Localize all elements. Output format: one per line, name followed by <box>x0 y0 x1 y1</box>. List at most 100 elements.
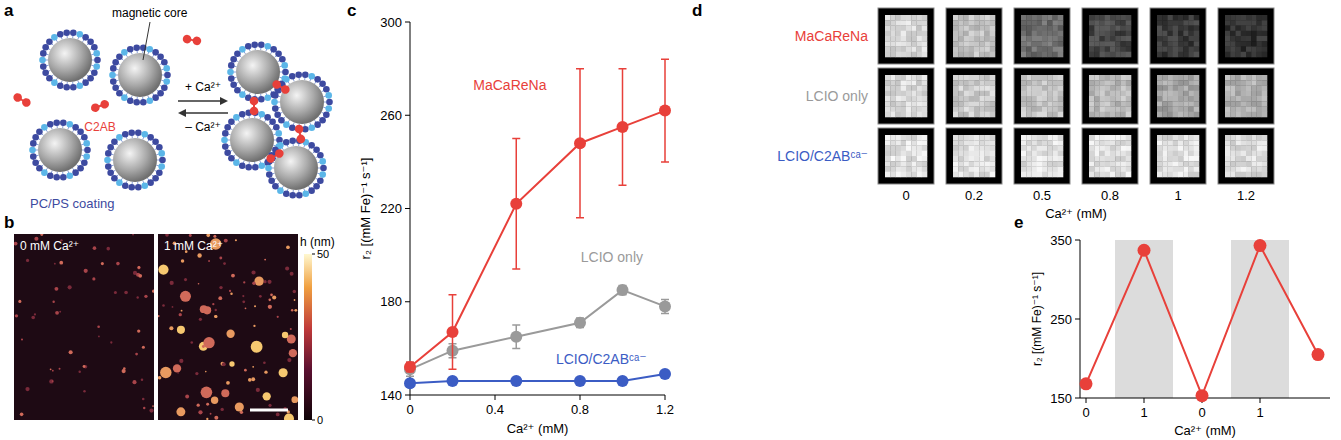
mri-pixel <box>1236 135 1242 141</box>
mri-pixel <box>1183 91 1189 97</box>
mri-pixel <box>953 31 959 37</box>
mri-pixel <box>1094 52 1100 58</box>
mri-pixel <box>990 26 996 32</box>
mri-pixel <box>969 172 975 178</box>
mri-pixel <box>1037 112 1043 118</box>
lipid-head <box>122 131 129 138</box>
lipid-head <box>308 142 315 149</box>
mri-pixel <box>1026 161 1032 167</box>
lipid-head <box>32 159 39 166</box>
mri-pixel <box>1094 140 1100 146</box>
mri-pixel <box>906 151 912 157</box>
mri-pixel <box>964 135 970 141</box>
mri-pixel <box>1110 80 1116 86</box>
lipid-head <box>161 84 168 91</box>
afm-particle <box>251 270 255 274</box>
mri-pixel <box>1162 96 1168 102</box>
mri-pixel <box>1126 151 1132 157</box>
lipid-head <box>81 159 88 166</box>
mri-pixel <box>1110 86 1116 92</box>
mri-pixel <box>1042 135 1048 141</box>
mri-pixel <box>1225 91 1231 97</box>
mri-pixel <box>1032 41 1038 47</box>
lipid-head <box>283 121 290 128</box>
mri-pixel <box>964 31 970 37</box>
mri-pixel <box>1026 151 1032 157</box>
afm-particle <box>152 290 154 293</box>
c2ab-domain <box>279 84 291 96</box>
mri-pixel <box>1173 47 1179 53</box>
mri-pixel <box>1100 135 1106 141</box>
data-point <box>510 331 522 343</box>
data-point <box>1196 389 1209 402</box>
lipid-head <box>319 80 326 87</box>
mri-pixel <box>1262 36 1268 42</box>
mri-pixel <box>1032 36 1038 42</box>
mri-pixel <box>901 96 907 102</box>
panel-letter: a <box>4 1 14 20</box>
mri-pixel <box>1173 36 1179 42</box>
mri-pixel <box>1100 75 1106 81</box>
mri-pixel <box>1047 91 1053 97</box>
mri-pixel <box>911 96 917 102</box>
mri-pixel <box>1058 52 1064 58</box>
lipid-head <box>283 139 290 146</box>
mri-pixel <box>1251 156 1257 162</box>
mri-pixel <box>979 167 985 173</box>
lipid-head <box>289 137 296 144</box>
mri-pixel <box>906 52 912 58</box>
mri-pixel <box>1168 172 1174 178</box>
mri-pixel <box>896 140 902 146</box>
mri-pixel <box>1021 151 1027 157</box>
mri-pixel <box>1230 41 1236 47</box>
mri-pixel <box>1121 41 1127 47</box>
mri-pixel <box>1241 26 1247 32</box>
mri-pixel <box>890 107 896 113</box>
x-tick-label: 0.4 <box>486 402 504 417</box>
mri-pixel <box>974 31 980 37</box>
mri-pixel <box>1032 161 1038 167</box>
mri-pixel <box>885 146 891 152</box>
afm-particle <box>254 305 256 307</box>
lipid-head <box>308 124 315 131</box>
data-point <box>404 361 416 373</box>
series-line <box>1086 246 1318 396</box>
mri-pixel <box>1037 172 1043 178</box>
mri-pixel <box>985 15 991 21</box>
mri-frame <box>878 128 934 184</box>
lipid-head <box>159 157 166 164</box>
mri-pixel <box>1194 167 1200 173</box>
mri-pixel <box>896 151 902 157</box>
mri-pixel <box>958 86 964 92</box>
mri-pixel <box>1126 161 1132 167</box>
mri-pixel <box>901 140 907 146</box>
afm-particle <box>220 408 223 411</box>
afm-particle <box>124 291 128 295</box>
afm-background <box>158 234 298 420</box>
mri-pixel <box>911 31 917 37</box>
mri-pixel <box>1257 41 1263 47</box>
c2ab <box>294 124 306 144</box>
mri-pixel <box>1225 52 1231 58</box>
mri-pixel <box>906 101 912 107</box>
mri-pixel <box>1257 151 1263 157</box>
lipid-head <box>289 73 296 80</box>
mri-pixel <box>1194 101 1200 107</box>
mri-pixel <box>1026 140 1032 146</box>
afm-particle <box>268 305 272 309</box>
mri-pixel <box>964 86 970 92</box>
mri-pixel <box>885 20 891 26</box>
c2ab-domain <box>271 79 283 91</box>
mri-pixel <box>1121 101 1127 107</box>
mri-pixel <box>917 96 923 102</box>
lipid-head <box>30 153 37 160</box>
mri-pixel <box>1246 47 1252 53</box>
mri-pixel <box>890 151 896 157</box>
mri-pixel <box>1183 156 1189 162</box>
mri-pixel <box>985 75 991 81</box>
mri-pixel <box>1194 156 1200 162</box>
afm-particle <box>235 402 244 411</box>
mri-pixel <box>1257 172 1263 178</box>
afm-particle <box>173 364 181 372</box>
mri-pixel <box>1189 101 1195 107</box>
